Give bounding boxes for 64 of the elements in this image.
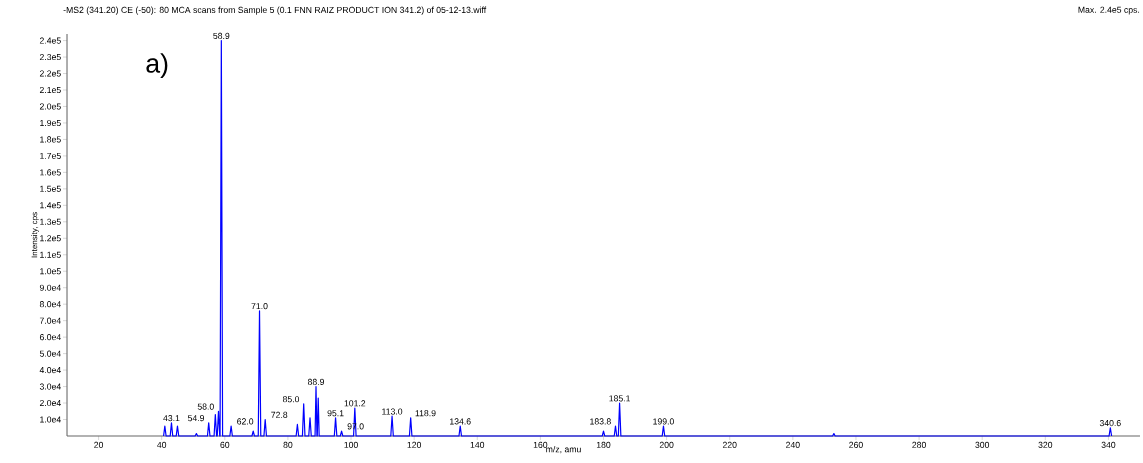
- annotation: 95.1: [327, 410, 344, 417]
- y-tick-label: 7.0e4: [39, 317, 61, 324]
- x-tick-label: 200: [659, 441, 674, 448]
- y-tick-label: 1.9e5: [40, 119, 61, 127]
- x-tick-label: 20: [94, 441, 104, 448]
- x-tick-label: 260: [849, 441, 863, 448]
- annotation: 62.0: [237, 418, 254, 425]
- y-tick-label: 2.3e5: [39, 53, 61, 61]
- x-tick-label: 220: [722, 441, 737, 448]
- y-tick-label: 1.7e5: [40, 152, 61, 159]
- x-tick-label: 340: [1101, 441, 1116, 448]
- y-tick-label: 1.5e5: [40, 185, 61, 192]
- annotation: 199.0: [653, 418, 674, 425]
- y-tick-label: 4.0e4: [39, 367, 61, 374]
- annotation: 58.0: [197, 403, 214, 410]
- x-tick-label: 120: [407, 441, 422, 448]
- x-tick-label: 320: [1038, 441, 1053, 448]
- y-tick-label: 2.1e5: [39, 86, 61, 94]
- x-tick-label: 180: [596, 441, 611, 448]
- annotation: 88.9: [307, 378, 325, 385]
- annotation: 101.2: [344, 400, 366, 407]
- x-tick-label: 100: [344, 441, 358, 448]
- y-tick-label: 1.0e4: [40, 416, 61, 423]
- y-tick-label: 1.6e5: [40, 169, 61, 176]
- y-tick-label: 2.4e5: [39, 37, 61, 44]
- x-tick-label: 60: [220, 441, 230, 448]
- annotation: 183.8: [590, 418, 611, 425]
- annotation: 43.1: [163, 415, 180, 422]
- y-tick-label: 1.8e5: [40, 136, 61, 143]
- annotation: 340.6: [1099, 420, 1121, 427]
- y-tick-label: 3.0e4: [39, 383, 61, 390]
- x-tick-label: 240: [786, 441, 800, 448]
- chart-subtitle: Max. 2.4e5 cps.: [1078, 6, 1140, 15]
- y-tick-label: 8.0e4: [39, 301, 61, 308]
- y-tick-label: 1.0e5: [40, 268, 61, 275]
- y-tick-label: 2.2e5: [39, 70, 61, 77]
- annotation: 58.9: [213, 32, 230, 39]
- annotation: 54.9: [187, 415, 205, 422]
- y-tick-label: 2.0e4: [39, 399, 61, 407]
- x-axis-title: m/z, amu: [546, 445, 581, 454]
- x-tick-label: 300: [975, 441, 990, 448]
- annotation: 113.0: [382, 408, 403, 415]
- y-tick-label: 1.4e5: [40, 202, 61, 209]
- annotation: 72.8: [271, 411, 288, 418]
- annotation: 185.1: [609, 395, 631, 402]
- annotation: 134.6: [450, 418, 471, 425]
- y-tick-label: 6.0e4: [39, 334, 61, 341]
- annotation: 71.0: [251, 303, 268, 310]
- y-tick-label: 1.2e5: [40, 235, 61, 242]
- chart-title: -MS2 (341.20) CE (-50): 80 MCA scans from Sample 5 (0.1 FNN RAIZ PRODUCT ION 341.2) of 05-12-13.wiff: [63, 6, 487, 15]
- annotation: a): [146, 53, 168, 79]
- x-tick-label: 160: [533, 441, 548, 448]
- y-tick-label: 1.1e5: [40, 251, 61, 258]
- y-tick-label: 1.3e5: [40, 218, 61, 225]
- y-tick-label: 5.0e4: [39, 350, 61, 357]
- y-tick-label: 9.0e4: [39, 284, 61, 291]
- x-tick-label: 40: [157, 441, 167, 448]
- x-tick-label: 80: [283, 441, 293, 448]
- annotation: 85.0: [282, 396, 300, 403]
- y-axis-title: Intensity, cps: [31, 212, 39, 258]
- x-tick-label: 140: [470, 441, 485, 448]
- y-tick-label: 2.0e5: [39, 103, 61, 110]
- x-tick-label: 280: [912, 441, 926, 448]
- annotation: 118.9: [415, 410, 436, 417]
